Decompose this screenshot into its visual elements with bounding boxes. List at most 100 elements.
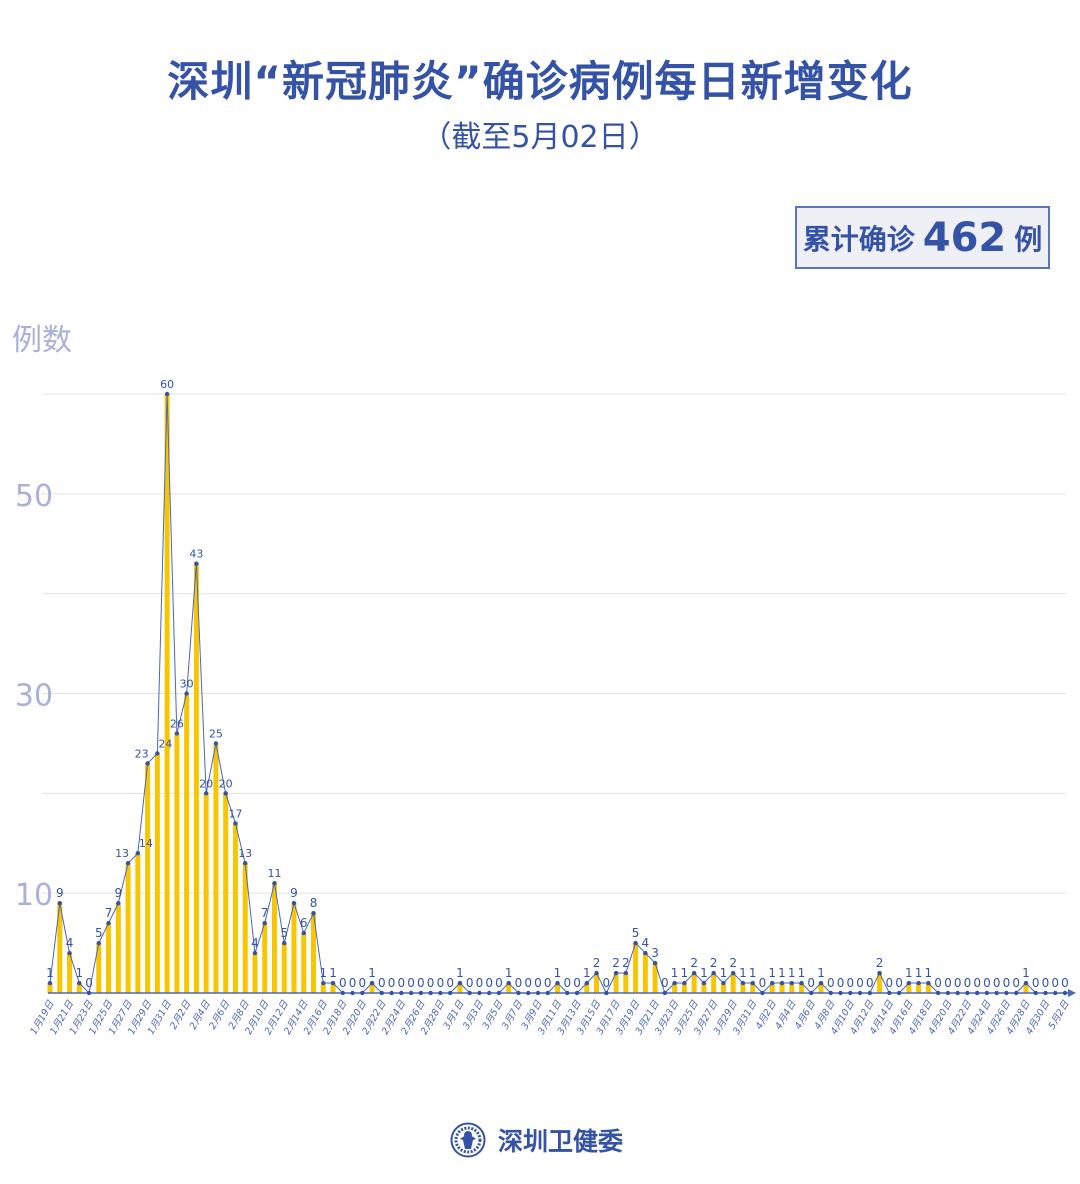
data-label: 0 — [1032, 976, 1040, 990]
data-point — [272, 880, 277, 886]
data-point — [1033, 990, 1038, 996]
data-point — [106, 920, 111, 926]
data-point — [818, 980, 824, 986]
data-point — [213, 741, 219, 746]
data-label: 7 — [261, 906, 269, 920]
chart-subtitle: （截至5月02日） — [421, 120, 659, 155]
data-label: 1 — [915, 966, 923, 980]
data-label: 0 — [983, 976, 991, 990]
data-point — [242, 861, 248, 866]
bar — [203, 793, 209, 993]
data-point — [252, 950, 258, 956]
bar — [232, 823, 238, 993]
data-label: 13 — [115, 847, 129, 860]
data-label: 1 — [681, 966, 689, 980]
data-label: 2 — [690, 956, 698, 970]
data-point — [916, 980, 921, 986]
data-point — [135, 851, 141, 856]
data-point — [194, 561, 199, 566]
data-point — [379, 990, 385, 996]
data-label: 9 — [56, 886, 64, 900]
data-label: 4 — [251, 936, 259, 950]
data-point — [86, 990, 92, 996]
data-point — [262, 920, 267, 926]
bar — [769, 983, 775, 993]
data-label: 11 — [267, 867, 281, 880]
data-label: 1 — [768, 966, 776, 980]
data-point — [516, 990, 521, 996]
bar — [106, 923, 112, 993]
bar — [779, 983, 785, 993]
data-label: 0 — [476, 976, 484, 990]
bar — [115, 903, 121, 993]
data-point — [652, 960, 658, 966]
data-point — [594, 970, 599, 976]
bar — [594, 973, 600, 993]
data-label: 0 — [534, 976, 542, 990]
data-point — [96, 940, 101, 946]
data-label: 14 — [139, 837, 153, 850]
bar — [67, 953, 73, 993]
data-point — [1053, 990, 1058, 996]
data-point — [77, 980, 82, 986]
data-label: 1 — [505, 966, 513, 980]
data-point — [994, 990, 999, 996]
data-label: 2 — [612, 956, 620, 970]
bar — [925, 983, 931, 993]
data-point — [408, 990, 414, 996]
data-point — [643, 950, 648, 956]
footer: 深圳卫健委 — [450, 1122, 623, 1158]
data-label: 0 — [85, 976, 93, 990]
bar — [96, 943, 102, 993]
data-label: 0 — [1061, 976, 1069, 990]
data-label: 0 — [1012, 976, 1020, 990]
cumulative-total-badge: 累计确诊 462 例 — [795, 206, 1050, 269]
data-label: 20 — [199, 777, 213, 790]
bar — [252, 953, 258, 993]
data-point — [340, 990, 345, 996]
data-point — [974, 990, 980, 996]
data-label: 1 — [329, 966, 337, 980]
data-label: 0 — [1003, 976, 1011, 990]
total-value: 462 — [922, 214, 1007, 261]
data-label: 5 — [632, 926, 640, 940]
bar — [262, 923, 268, 993]
bar — [789, 983, 795, 993]
data-label: 1 — [925, 966, 933, 980]
data-label: 24 — [158, 737, 172, 750]
footer-org-name: 深圳卫健委 — [498, 1127, 624, 1156]
data-point — [682, 980, 687, 986]
data-point — [1043, 990, 1048, 996]
data-point — [125, 861, 131, 866]
data-point — [291, 900, 297, 906]
data-label: 0 — [954, 976, 962, 990]
data-point — [662, 990, 668, 996]
data-label: 0 — [563, 976, 571, 990]
chart-title: 深圳“新冠肺炎”确诊病例每日新增变化 — [167, 57, 913, 106]
data-point — [418, 990, 424, 996]
data-point — [57, 900, 62, 906]
data-point — [526, 990, 531, 996]
bar — [701, 983, 707, 993]
data-label: 43 — [189, 548, 203, 561]
data-point — [574, 990, 580, 996]
data-point — [203, 791, 209, 796]
data-point — [535, 990, 541, 996]
data-label: 0 — [417, 976, 425, 990]
data-label: 1 — [798, 966, 806, 980]
data-point — [321, 980, 326, 986]
data-point — [906, 980, 912, 986]
data-point — [301, 930, 306, 936]
data-label: 0 — [349, 976, 357, 990]
data-point — [965, 990, 970, 996]
y-tick-label: 30 — [15, 679, 53, 714]
data-label: 0 — [524, 976, 532, 990]
bar — [691, 973, 697, 993]
data-point — [604, 990, 609, 996]
bar — [633, 943, 639, 993]
data-label: 1 — [749, 966, 757, 980]
bar — [125, 863, 131, 993]
data-label: 1 — [456, 966, 464, 980]
data-label: 4 — [642, 936, 650, 950]
data-point — [877, 970, 882, 976]
